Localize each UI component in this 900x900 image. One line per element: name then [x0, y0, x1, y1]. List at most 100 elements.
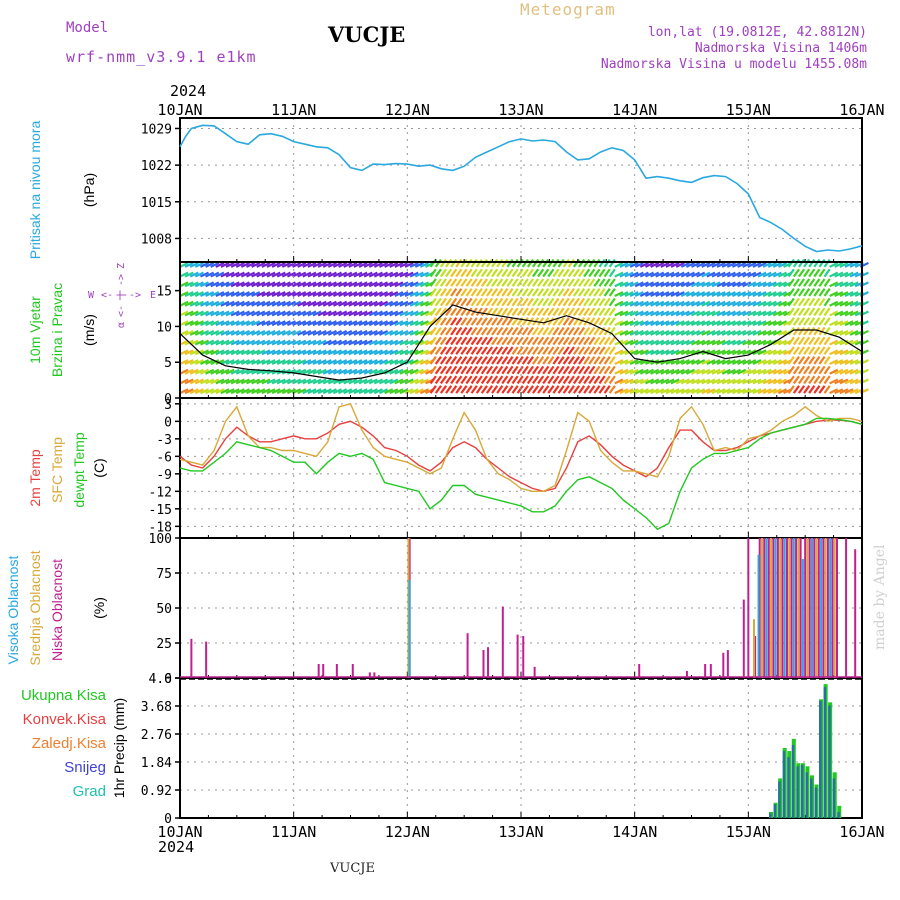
wind-arrow [675, 349, 685, 356]
wind-arrow [434, 385, 442, 394]
wind-arrow [701, 359, 711, 365]
wind-arrow [844, 291, 854, 297]
wind-arrow [731, 310, 742, 317]
wind-arrow [184, 329, 194, 336]
wind-arrow [752, 310, 762, 317]
wind-arrow [184, 271, 194, 278]
wind-arrow [655, 310, 665, 317]
wind-arrow [716, 300, 726, 307]
wind-arrow [721, 271, 731, 278]
wind-speed-line [179, 304, 863, 381]
wind-arrow [445, 356, 453, 365]
wind-arrow [742, 300, 752, 307]
wind-arrow [813, 288, 821, 297]
wind-arrow [194, 359, 204, 365]
wind-arrow [823, 375, 831, 385]
wind-arrow [619, 271, 629, 278]
snow-bar [805, 772, 808, 818]
cloud-bar [767, 538, 770, 678]
wind-arrow [210, 368, 220, 375]
wind-arrow [455, 336, 463, 346]
wind-arrow [450, 336, 458, 346]
wind-arrow [399, 310, 409, 317]
wind-arrow [496, 385, 504, 394]
wind-arrow [317, 349, 327, 356]
wind-arrow [445, 258, 453, 268]
wind-arrow [404, 310, 414, 317]
wind-arrow [839, 388, 849, 395]
precip-legend-item: Konvek.Kisa [23, 711, 107, 728]
wind-arrow [343, 271, 353, 278]
wind-arrow [205, 300, 215, 307]
wind-arrow [307, 368, 317, 375]
wind-arrow [384, 339, 394, 346]
wind-arrow [562, 356, 570, 365]
wind-arrow [521, 346, 529, 355]
ylabel-wind-1: 10m Vjetar [27, 296, 43, 364]
wind-arrow [496, 278, 504, 287]
wind-arrow [521, 278, 529, 287]
wind-arrow [562, 258, 570, 268]
cloud-bar [760, 538, 763, 678]
wind-arrow [803, 375, 811, 385]
wind-arrow [747, 349, 757, 356]
wind-arrow [670, 368, 680, 375]
wind-arrow [332, 271, 343, 278]
wind-arrow [450, 297, 458, 307]
wind-arrow [537, 346, 545, 355]
wind-arrow [803, 356, 811, 365]
wind-arrow [685, 291, 695, 297]
wind-arrow [302, 378, 312, 385]
wind-arrow [552, 336, 560, 346]
wind-arrow [409, 320, 419, 327]
wind-arrow [210, 261, 220, 268]
wind-arrow [470, 346, 478, 355]
wind-arrow [721, 261, 731, 268]
wind-arrow [322, 291, 332, 297]
wind-arrow [189, 261, 199, 268]
wind-arrow [205, 378, 215, 385]
wind-arrow [849, 329, 859, 336]
wind-arrow [384, 368, 394, 375]
wind-arrow [787, 356, 795, 365]
wind-arrow [225, 310, 235, 317]
wind-arrow [696, 310, 706, 317]
wind-arrow [384, 349, 394, 356]
wind-arrow [557, 346, 565, 355]
wind-arrow [691, 329, 701, 336]
wind-arrow [696, 329, 706, 336]
wind-arrow [501, 268, 509, 278]
wind-arrow [792, 317, 800, 326]
wind-arrow [542, 356, 550, 365]
wind-arrow [675, 339, 685, 346]
wind-arrow [742, 291, 752, 297]
wind-arrow [578, 288, 586, 297]
wind-arrow [588, 346, 596, 355]
wind-arrow [470, 336, 478, 346]
y-tick-label: 1015 [141, 196, 172, 211]
wind-arrow [434, 288, 442, 297]
snow-bar [773, 804, 777, 818]
y-tick-label: 75 [156, 567, 172, 582]
wind-arrow [496, 307, 504, 317]
cloud-bar [783, 538, 786, 678]
cloud-bar [765, 538, 768, 678]
wind-arrow [655, 261, 665, 268]
wind-arrow [737, 349, 747, 356]
wind-arrow [752, 368, 762, 375]
wind-arrow [572, 326, 580, 336]
wind-arrow [465, 307, 473, 317]
wind-arrow [557, 288, 565, 297]
wind-arrow [721, 300, 731, 307]
wind-arrow [332, 368, 343, 375]
wind-arrow [562, 268, 570, 278]
wind-arrow [373, 378, 383, 385]
wind-arrow [486, 288, 494, 297]
wind-arrow [829, 291, 839, 297]
wind-arrow [363, 368, 373, 375]
wind-arrow [849, 291, 859, 297]
wind-arrow [189, 368, 199, 375]
wind-arrow [537, 307, 545, 317]
wind-arrow [706, 339, 716, 346]
